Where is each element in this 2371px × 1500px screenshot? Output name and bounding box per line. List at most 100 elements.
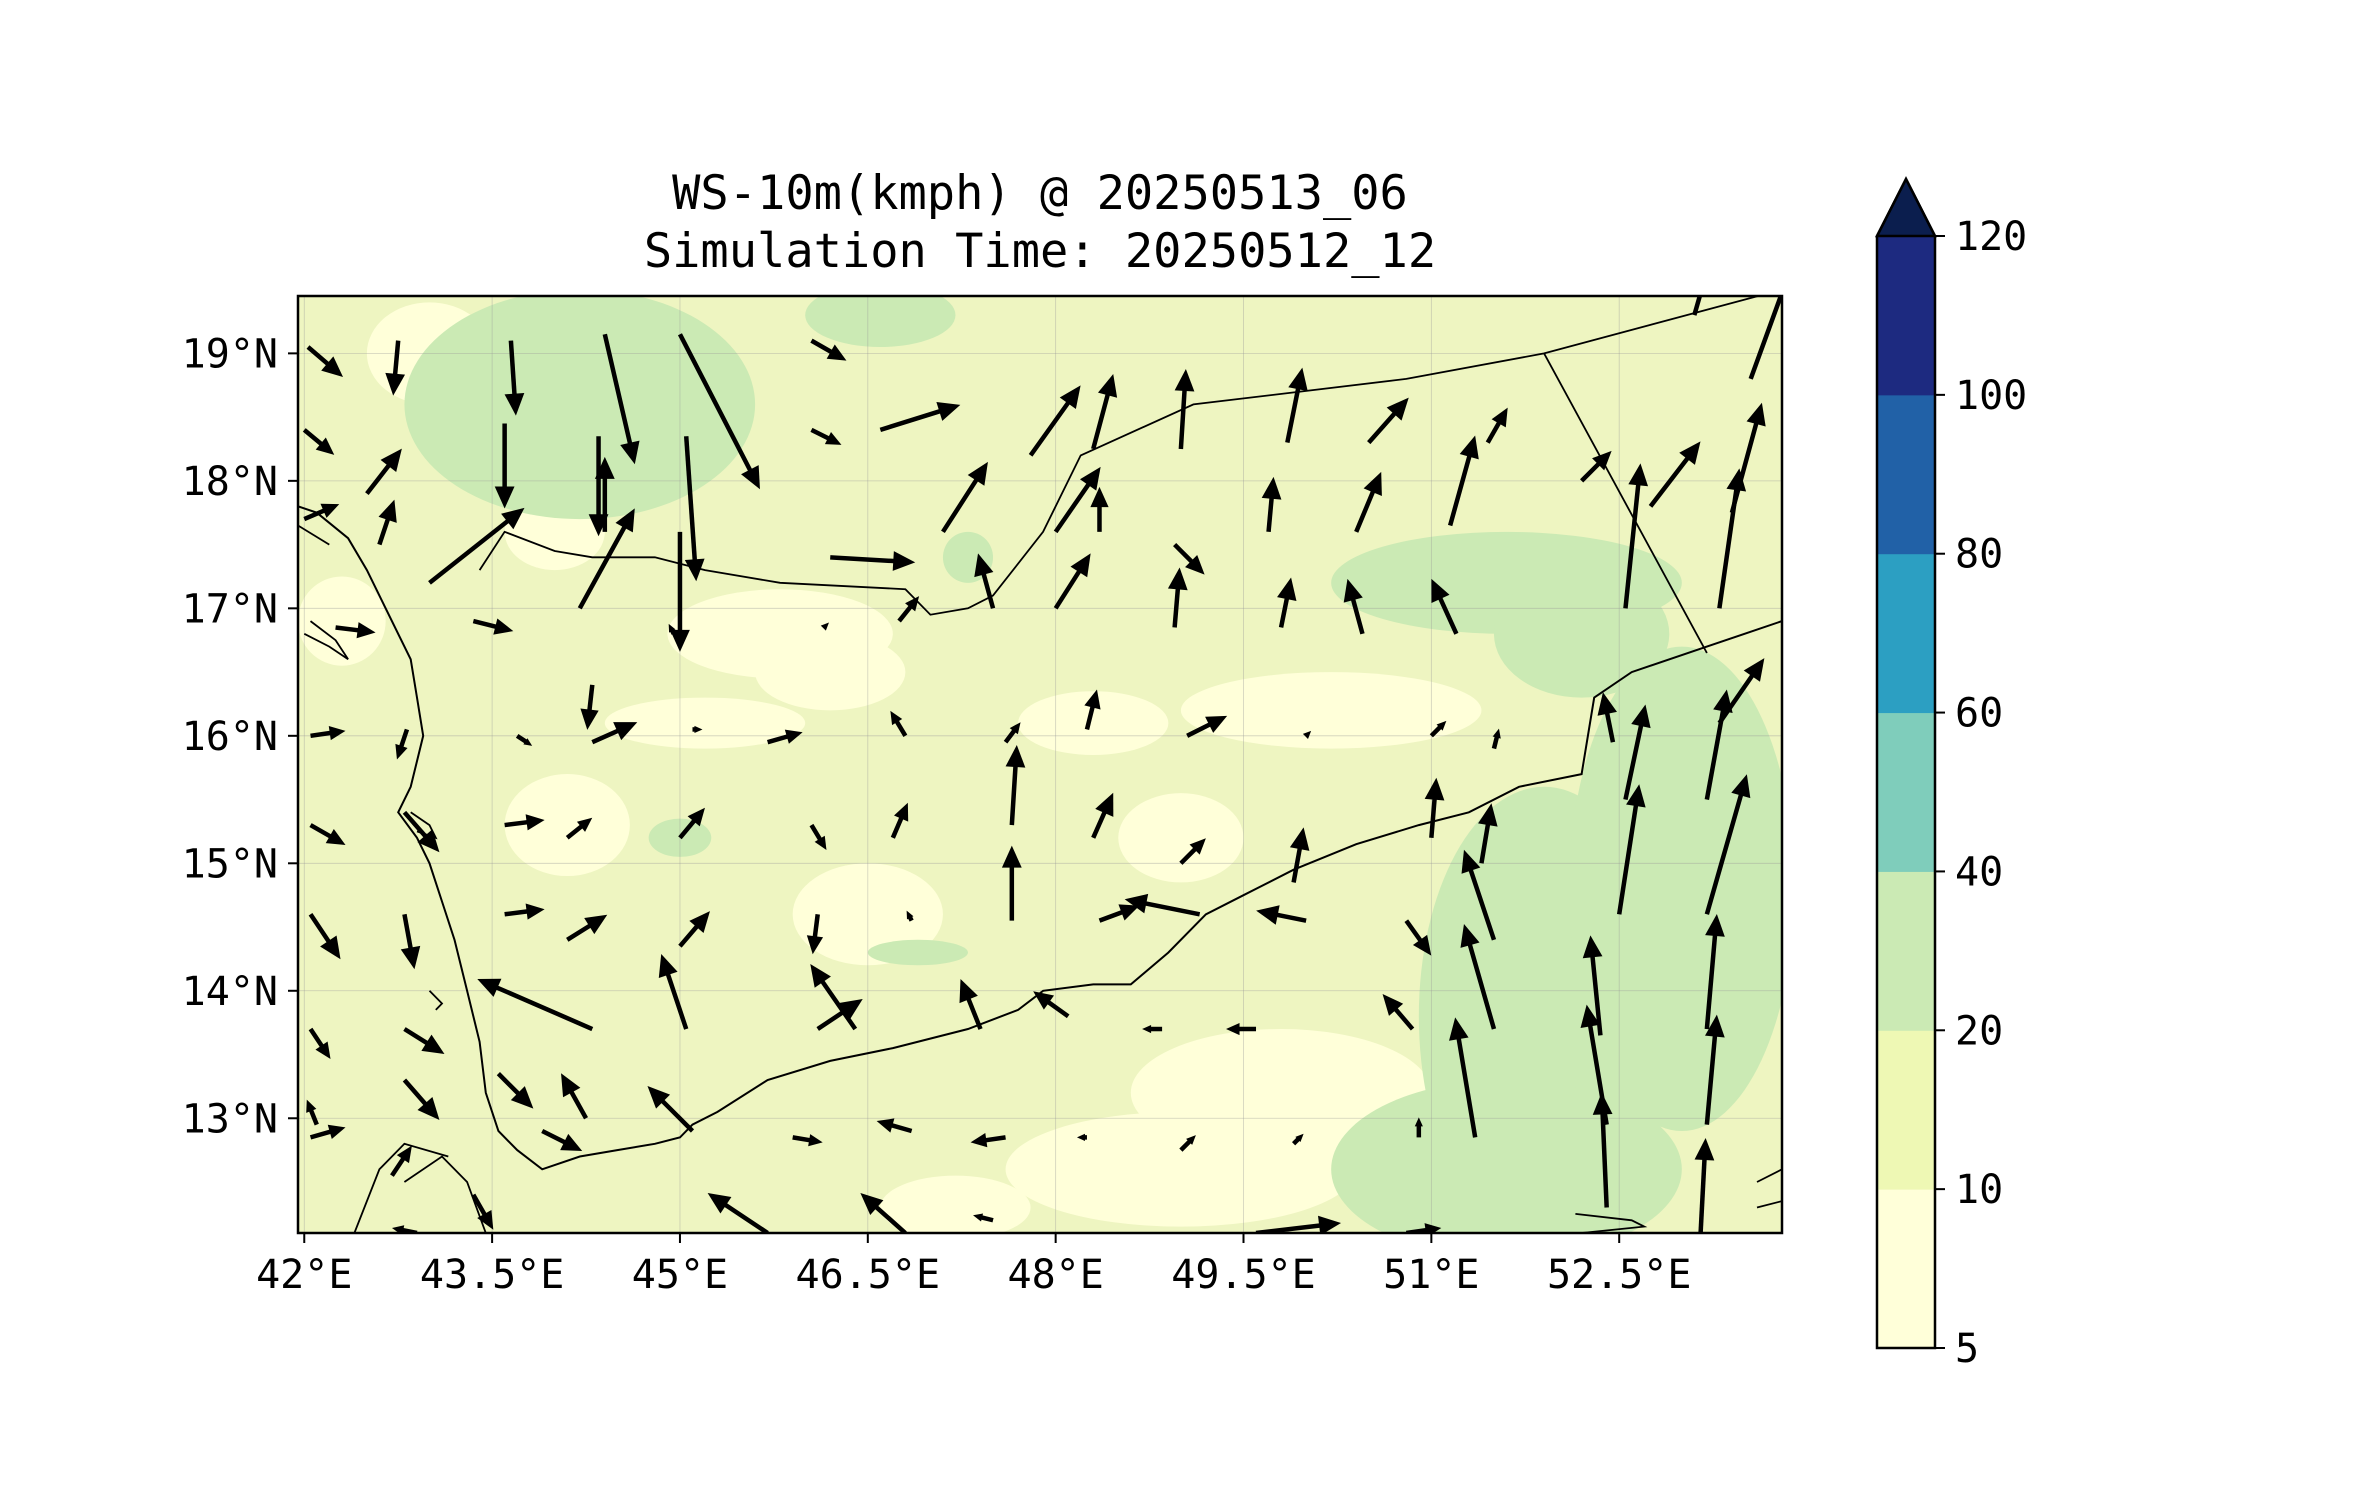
wind-vector-head xyxy=(1592,1092,1613,1115)
wind-vector-head xyxy=(905,596,920,612)
wind-vector-shaft xyxy=(1717,487,1739,609)
wind-vector-head xyxy=(1382,994,1404,1016)
wind-vector-head xyxy=(810,964,831,988)
moderate-wind-area xyxy=(1331,1080,1682,1233)
wind-vector-shaft xyxy=(979,1214,994,1223)
longitude-tick-label: 52.5°E xyxy=(1547,1252,1692,1298)
wind-vector-head xyxy=(477,978,502,997)
wind-vector xyxy=(1460,924,1497,1030)
wind-vector xyxy=(400,913,421,970)
wind-vector-head xyxy=(1478,803,1498,827)
longitude-tick-label: 46.5°E xyxy=(796,1252,941,1298)
wind-vector xyxy=(310,725,346,741)
low-wind-area xyxy=(504,774,630,877)
wind-vector xyxy=(471,1193,494,1230)
colorbar-band xyxy=(1877,553,1935,714)
wind-vector-shaft xyxy=(1467,942,1497,1030)
wind-vector xyxy=(906,910,914,922)
wind-vector xyxy=(1343,578,1365,635)
wind-vector-shaft xyxy=(678,923,700,948)
island-outline xyxy=(1756,1168,1782,1209)
wind-vector-head xyxy=(806,935,824,955)
wind-vector xyxy=(820,622,829,631)
wind-vector-head xyxy=(501,507,525,530)
latitude-tick-label: 15°N xyxy=(182,841,278,887)
wind-vector-shaft xyxy=(660,1098,695,1133)
wind-vector xyxy=(1354,471,1382,533)
wind-vector xyxy=(1692,296,1703,316)
wind-vector-head xyxy=(321,356,344,377)
wind-vector-head xyxy=(1492,728,1501,739)
wind-vector-shaft xyxy=(767,733,790,745)
wind-vector-shaft xyxy=(1186,721,1212,738)
wind-vector xyxy=(402,810,440,853)
wind-vector-head xyxy=(1124,893,1149,914)
wind-vector-shaft xyxy=(1018,258,1040,283)
colorbar-tick-label: 120 xyxy=(1955,214,2027,260)
wind-vector-head xyxy=(1302,730,1312,740)
wind-vector-head xyxy=(935,243,958,266)
wind-vector xyxy=(365,448,402,495)
wind-vector-head xyxy=(892,551,916,571)
wind-vector-shaft xyxy=(677,333,753,473)
wind-vector xyxy=(496,1072,534,1109)
wind-vector xyxy=(1028,385,1081,457)
wind-vector xyxy=(515,733,533,746)
wind-vector xyxy=(1186,715,1228,738)
wind-vector-shaft xyxy=(1098,909,1125,923)
wind-vector-head xyxy=(1628,463,1649,487)
wind-vector-shaft xyxy=(310,730,333,739)
wind-vector xyxy=(792,1134,823,1147)
wind-vector-shaft xyxy=(1381,246,1403,271)
wind-vector xyxy=(1033,991,1070,1019)
wind-vector-shaft xyxy=(565,823,584,840)
longitude-tick-label: 42°E xyxy=(256,1252,352,1298)
low-wind-area xyxy=(1180,672,1482,749)
wind-vector-head xyxy=(525,903,545,920)
wind-vector xyxy=(1594,194,1614,264)
wind-vector xyxy=(504,903,545,920)
wind-vector xyxy=(504,814,545,831)
wind-vector xyxy=(806,914,824,955)
map-gridlines xyxy=(298,296,1782,1233)
colorbar-band xyxy=(1877,1030,1935,1190)
wind-vector-head xyxy=(689,911,710,933)
wind-vector-head xyxy=(620,440,640,465)
wind-vector-shaft xyxy=(1084,704,1096,730)
wind-vector-head xyxy=(658,954,678,979)
wind-vector xyxy=(810,338,847,361)
wind-vector-shaft xyxy=(1053,568,1082,610)
wind-vector-head xyxy=(1205,715,1228,733)
wind-vector xyxy=(658,954,689,1030)
wind-vector-head xyxy=(1289,827,1310,851)
wind-vector xyxy=(1226,1022,1257,1036)
moderate-wind-area xyxy=(867,939,968,966)
colorbar-band xyxy=(1877,871,1935,1031)
low-wind-area xyxy=(298,576,386,666)
low-wind-area xyxy=(1018,691,1169,755)
wind-vector xyxy=(594,456,615,532)
wind-vector xyxy=(1098,904,1140,923)
wind-vector-head xyxy=(684,558,705,582)
wind-vector-shaft xyxy=(365,463,392,495)
wind-vector-shaft xyxy=(1616,803,1639,915)
wind-vector xyxy=(561,1073,589,1120)
wind-vector-shaft xyxy=(541,1129,567,1145)
low-wind-area xyxy=(792,863,943,966)
wind-vector-shaft xyxy=(568,1089,589,1120)
wind-vector-head xyxy=(1774,269,1793,293)
wind-vector-shaft xyxy=(897,604,914,623)
wind-vector xyxy=(591,722,638,745)
wind-vector-head xyxy=(576,817,593,832)
wind-vector xyxy=(1431,578,1459,635)
wind-vector-shaft xyxy=(1429,797,1437,838)
wind-vectors xyxy=(302,194,1793,1233)
wind-vector xyxy=(876,1118,913,1134)
wind-vector-head xyxy=(970,1133,988,1148)
colorbar-tick-label: 5 xyxy=(1955,1326,1979,1372)
wind-vector xyxy=(1091,373,1118,450)
wind-vector xyxy=(1090,486,1109,532)
wind-vector-head xyxy=(1436,720,1447,731)
wind-vector xyxy=(1091,792,1114,839)
wind-vector-head xyxy=(1097,373,1118,398)
